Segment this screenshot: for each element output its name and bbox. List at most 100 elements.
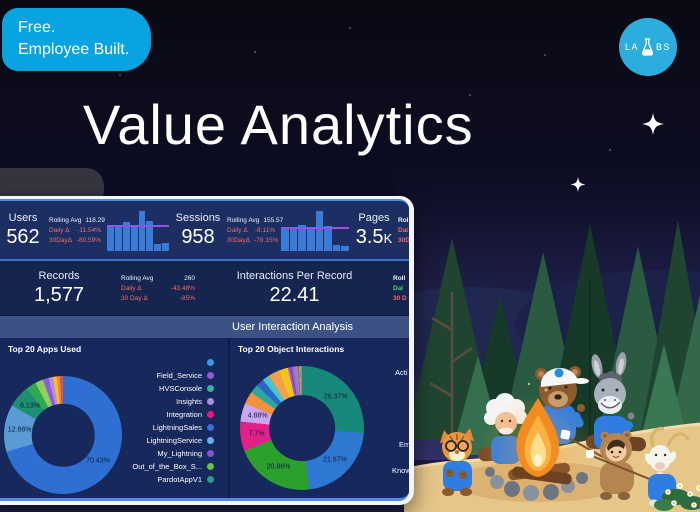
chart-panels: Top 20 Apps Used 70.43% 12.88% 6.13% Field…	[0, 338, 409, 498]
labs-letters-right: BS	[656, 42, 672, 52]
ipr-value: 22.41	[269, 283, 320, 306]
kpi-users: Users 562	[0, 201, 46, 259]
legend-dot-icon	[207, 424, 214, 432]
analytics-dashboard-window: Users 562 Rolling Avg 118.29 Daily Δ -11.5…	[0, 196, 414, 505]
stat-label: Rolling Avg	[49, 216, 82, 224]
users-label: Users	[8, 211, 38, 224]
sessions-sparkline-chart[interactable]	[278, 201, 352, 259]
stat-label: Rolling Avg	[121, 274, 154, 282]
stat-value: -43.48%	[170, 284, 195, 292]
records-rolling-stats: Rolling Avg 260 Daily Δ -43.48% 30 Day Δ -8…	[118, 261, 198, 315]
sparkle-star-icon	[642, 113, 664, 135]
users-value: 562	[6, 225, 40, 248]
stat-label: 30DayΔ	[49, 236, 73, 244]
salesforce-labs-logo: LA BS	[619, 18, 677, 76]
stat-label: 30 Day Δ	[121, 294, 148, 302]
free-employee-built-badge: Free. Employee Built.	[2, 8, 152, 72]
section-header-user-interaction-analysis: User Interaction Analysis	[0, 316, 409, 338]
stat-label: Dai	[393, 284, 404, 292]
pages-value: 3.5K	[356, 226, 392, 249]
legend-item[interactable]: My_Lightning	[132, 449, 214, 459]
legend-item[interactable]: LightningService	[132, 436, 214, 446]
legend-item-clipped[interactable]: Know	[392, 466, 409, 475]
legend-dot-icon	[207, 411, 214, 419]
flowers	[654, 483, 700, 511]
object-interactions-donut-chart[interactable]: 26.37% 21.87% 20.86% 7.7% 4.88%	[240, 366, 364, 490]
labs-letters-left: LA	[624, 42, 639, 52]
legend-item-label: Integration	[166, 410, 202, 420]
kpi-row-top: Users 562 Rolling Avg 118.29 Daily Δ -11.5…	[0, 201, 409, 261]
stat-value: -8.11%	[254, 226, 275, 234]
stat-label: Daily Δ	[227, 226, 248, 234]
legend-item-label: Field_Service	[156, 371, 202, 381]
legend-item-clipped[interactable]: Acti	[395, 368, 408, 377]
records-label: Records	[38, 269, 80, 282]
character-appy-bobcat	[440, 428, 474, 496]
stat-value: -11.54%	[77, 226, 101, 234]
legend-item-label: HVSConsole	[159, 384, 202, 394]
legend-item-label: Insights	[176, 397, 202, 407]
apps-used-legend: Field_Service HVSConsole Insights Integrati…	[132, 358, 214, 484]
legend-item-label: LightningService	[146, 436, 202, 446]
legend-item[interactable]: HVSConsole	[132, 384, 214, 394]
flask-icon	[641, 37, 654, 56]
stat-label: Rol	[398, 216, 409, 224]
stars	[119, 27, 664, 192]
stat-value: -80.59%	[76, 236, 101, 244]
stat-label: Roll	[393, 274, 406, 282]
legend-dot-icon	[207, 450, 214, 458]
users-sparkline-chart[interactable]	[104, 201, 172, 259]
legend-item[interactable]: Integration	[132, 410, 214, 420]
legend-item[interactable]	[132, 358, 214, 368]
panel-right-title: Top 20 Object Interactions	[238, 344, 345, 354]
ipr-label: Interactions Per Record	[236, 269, 353, 282]
stat-value: 155.57	[263, 216, 284, 224]
legend-item[interactable]: Field_Service	[132, 371, 214, 381]
legend-dot-icon	[207, 437, 214, 445]
kpi-interactions-per-record: Interactions Per Record 22.41	[198, 261, 391, 315]
stat-value: 260	[184, 274, 195, 282]
records-value: 1,577	[33, 283, 85, 306]
panel-top-20-object-interactions: Top 20 Object Interactions 26.37% 21.87% 2…	[230, 338, 409, 498]
legend-dot-icon	[207, 476, 214, 484]
legend-item-clipped[interactable]: Em	[399, 440, 409, 449]
character-cloudy-goat	[586, 426, 690, 507]
legend-dot-icon	[207, 385, 214, 393]
legend-dot-icon	[207, 359, 214, 367]
apps-used-donut-chart[interactable]: 70.43% 12.88% 6.13%	[4, 376, 122, 494]
stat-value: 118.29	[85, 216, 105, 224]
dashboard-content: Users 562 Rolling Avg 118.29 Daily Δ -11.5…	[0, 199, 409, 501]
pages-label: Pages	[358, 211, 390, 224]
stat-label: Daily Δ	[49, 226, 70, 234]
stat-label: Rolling Avg	[227, 216, 260, 224]
panel-left-title: Top 20 Apps Used	[8, 344, 82, 354]
stat-label: Daily Δ	[121, 284, 142, 292]
stat-label: 30 D	[393, 294, 407, 302]
stat-label: 30DayΔ	[227, 236, 251, 244]
kpi-pages: Pages 3.5K	[352, 201, 396, 259]
stat-value: -78.15%	[254, 236, 279, 244]
sessions-rolling-stats: Rolling Avg 155.57 Daily Δ -8.11% 30DayΔ -7…	[224, 201, 283, 259]
pages-rolling-stats-clipped: Rol Dai 30D	[396, 201, 409, 259]
legend-item[interactable]: Out_of_the_Box_S...	[132, 462, 214, 472]
kpi-row-bottom: Records 1,577 Rolling Avg 260 Daily Δ -43.…	[0, 261, 409, 316]
legend-item-label: Out_of_the_Box_S...	[132, 462, 202, 472]
page-title: Value Analytics	[83, 93, 474, 156]
stat-label: Dai	[398, 226, 409, 234]
legend-item[interactable]: PardotAppV1	[132, 475, 214, 485]
pages-unit: K	[383, 230, 393, 246]
kpi-sessions: Sessions 958	[172, 201, 224, 259]
sessions-label: Sessions	[175, 211, 221, 224]
legend-item[interactable]: Insights	[132, 397, 214, 407]
pages-number: 3.5	[355, 225, 384, 248]
campfire	[480, 382, 596, 510]
panel-top-20-apps-used: Top 20 Apps Used 70.43% 12.88% 6.13% Field…	[0, 338, 230, 498]
legend-item[interactable]: LightningSales	[132, 423, 214, 433]
legend-item-label: PardotAppV1	[157, 475, 202, 485]
legend-dot-icon	[207, 398, 214, 406]
legend-dot-icon	[207, 372, 214, 380]
character-astro-hoodie	[560, 429, 634, 500]
legend-item-label: LightningSales	[152, 423, 202, 433]
sessions-value: 958	[181, 225, 215, 248]
sparkle-star-small-icon	[570, 177, 586, 192]
